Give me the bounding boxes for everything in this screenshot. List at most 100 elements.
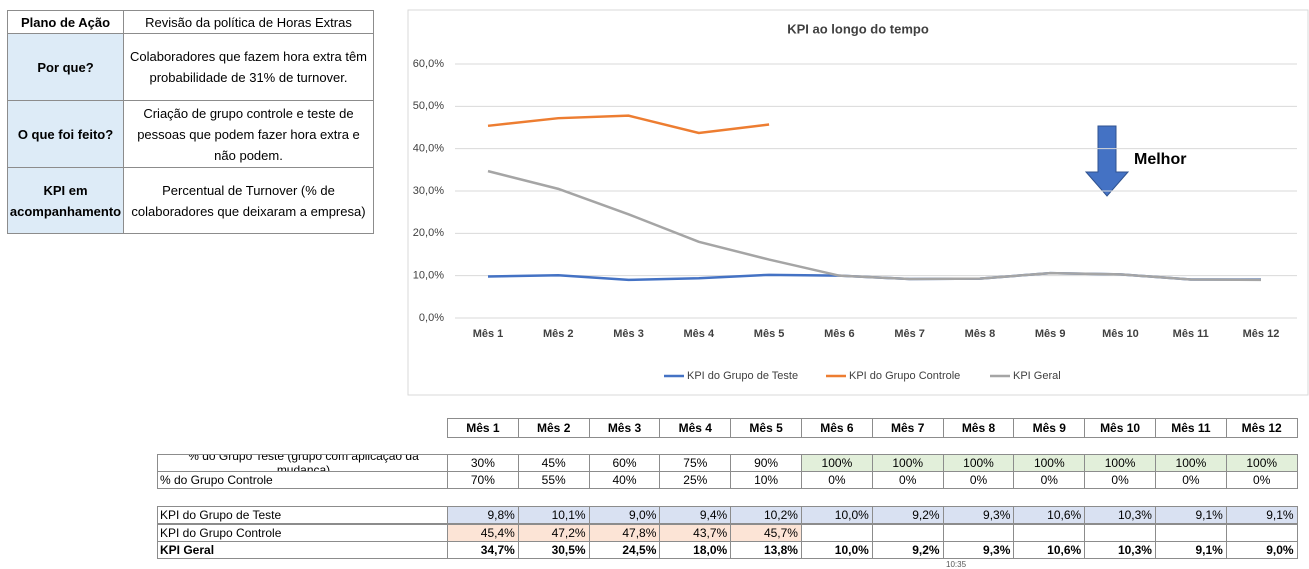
plan-label: KPI em acompanhamento	[7, 167, 124, 234]
table-cell: 100%	[1155, 454, 1227, 472]
chart-frame	[407, 9, 1309, 396]
table-cell: 30%	[447, 454, 519, 472]
table-cell: 55%	[517, 471, 590, 489]
y-tick-label: 30,0%	[413, 185, 444, 197]
table-cell: 10,0%	[801, 541, 873, 559]
x-tick-label: Mês 7	[894, 328, 925, 340]
x-tick-label: Mês 8	[965, 328, 996, 340]
annotation: Melhor	[1134, 151, 1186, 168]
table-cell: 0%	[1225, 471, 1298, 489]
table-cell: 43,7%	[659, 524, 732, 542]
row-label: % do Grupo Controle	[157, 471, 448, 489]
plan-header: Revisão da política de Horas Extras	[123, 10, 374, 34]
table-cell: 45,4%	[447, 524, 519, 542]
table-cell: 0%	[1155, 471, 1227, 489]
table-cell: 18,0%	[659, 541, 732, 559]
legend-label: KPI do Grupo de Teste	[687, 370, 798, 382]
plan-label: Por que?	[7, 33, 124, 101]
month-header: Mês 5	[730, 418, 802, 438]
table-cell: 70%	[447, 471, 519, 489]
plan-text: Criação de grupo controle e teste de pes…	[123, 100, 374, 168]
table-cell: 30,5%	[517, 541, 590, 559]
x-tick-label: Mês 1	[473, 328, 504, 340]
x-tick-label: Mês 2	[543, 328, 574, 340]
row-label: KPI do Grupo Controle	[157, 524, 448, 542]
table-cell	[1225, 524, 1298, 542]
y-tick-label: 60,0%	[413, 58, 444, 70]
table-cell: 10,2%	[730, 506, 802, 524]
plan-text: Percentual de Turnover (% de colaborador…	[123, 167, 374, 234]
table-cell: 10%	[730, 471, 802, 489]
table-cell: 0%	[871, 471, 944, 489]
chart-title: KPI ao longo do tempo	[787, 21, 929, 36]
x-tick-label: Mês 11	[1173, 328, 1209, 340]
table-cell	[942, 524, 1015, 542]
row-label: KPI do Grupo de Teste	[157, 506, 448, 524]
table-cell: 100%	[1225, 454, 1298, 472]
table-cell: 9,2%	[871, 541, 944, 559]
table-cell: 9,8%	[447, 506, 519, 524]
table-cell: 100%	[1084, 454, 1156, 472]
y-tick-label: 10,0%	[413, 270, 444, 282]
table-cell: 47,2%	[517, 524, 590, 542]
table-cell: 9,2%	[871, 506, 944, 524]
table-cell: 100%	[942, 454, 1015, 472]
plan-header: Plano de Ação	[7, 10, 124, 34]
row-label: % do Grupo Teste (grupo com aplicação da…	[157, 454, 448, 472]
month-header: Mês 8	[942, 418, 1015, 438]
table-cell: 24,5%	[588, 541, 661, 559]
table-cell: 9,0%	[1225, 541, 1298, 559]
table-cell: 40%	[588, 471, 661, 489]
y-tick-label: 20,0%	[413, 227, 444, 239]
table-cell: 9,4%	[659, 506, 732, 524]
y-tick-label: 40,0%	[413, 143, 444, 155]
x-tick-label: Mês 12	[1243, 328, 1280, 340]
month-header: Mês 4	[659, 418, 732, 438]
table-cell: 100%	[871, 454, 944, 472]
month-header: Mês 11	[1155, 418, 1227, 438]
month-header: Mês 6	[801, 418, 873, 438]
table-cell	[1013, 524, 1086, 542]
table-cell: 10,6%	[1013, 541, 1086, 559]
month-header: Mês 10	[1084, 418, 1156, 438]
x-tick-label: Mês 9	[1035, 328, 1066, 340]
y-tick-label: 0,0%	[419, 312, 444, 324]
table-cell: 9,3%	[942, 506, 1015, 524]
table-cell: 10,0%	[801, 506, 873, 524]
table-cell: 45,7%	[730, 524, 802, 542]
plan-text: Colaboradores que fazem hora extra têm p…	[123, 33, 374, 101]
table-cell: 0%	[1084, 471, 1156, 489]
row-label: KPI Geral	[157, 541, 448, 559]
table-cell: 9,0%	[588, 506, 661, 524]
plan-label: O que foi feito?	[7, 100, 124, 168]
table-cell: 13,8%	[730, 541, 802, 559]
table-cell: 10,1%	[517, 506, 590, 524]
table-cell: 75%	[659, 454, 732, 472]
month-header: Mês 12	[1225, 418, 1298, 438]
table-cell	[1155, 524, 1227, 542]
legend-label: KPI Geral	[1013, 370, 1061, 382]
month-header: Mês 2	[517, 418, 590, 438]
line	[487, 169, 1262, 282]
legend-label: KPI do Grupo Controle	[849, 370, 960, 382]
table-cell: 0%	[1013, 471, 1086, 489]
month-header: Mês 1	[447, 418, 519, 438]
table-cell: 90%	[730, 454, 802, 472]
table-cell: 34,7%	[447, 541, 519, 559]
table-cell	[871, 524, 944, 542]
arrow	[1084, 125, 1130, 197]
table-cell: 9,1%	[1155, 506, 1227, 524]
table-cell: 0%	[942, 471, 1015, 489]
table-cell: 45%	[517, 454, 590, 472]
line	[487, 114, 770, 135]
table-cell: 47,8%	[588, 524, 661, 542]
x-tick-label: Mês 5	[754, 328, 785, 340]
x-tick-label: Mês 10	[1102, 328, 1139, 340]
table-cell	[1084, 524, 1156, 542]
clock: 10:35	[946, 560, 967, 569]
y-tick-label: 50,0%	[413, 100, 444, 112]
table-cell: 25%	[659, 471, 732, 489]
month-header: Mês 3	[588, 418, 661, 438]
x-tick-label: Mês 3	[613, 328, 644, 340]
